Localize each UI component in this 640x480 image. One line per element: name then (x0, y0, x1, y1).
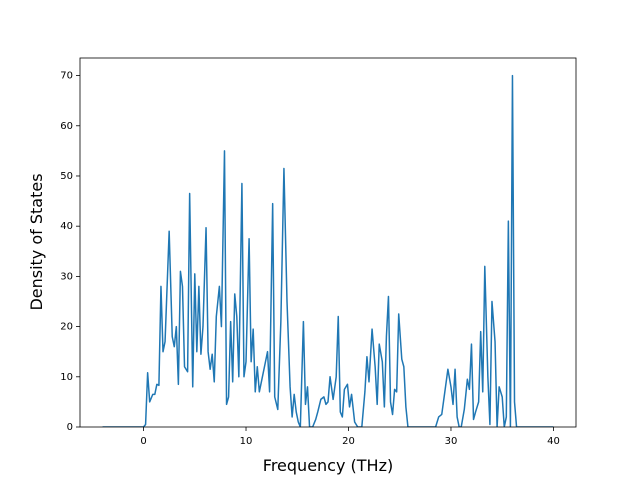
data-line (102, 74, 554, 427)
x-axis-label: Frequency (THz) (263, 456, 393, 475)
plot-frame (79, 57, 577, 428)
y-tick-label: 0 (67, 422, 73, 433)
y-axis-label: Density of States (27, 173, 46, 310)
y-tick-label: 60 (60, 121, 73, 132)
x-tick-label: 20 (342, 436, 355, 447)
y-tick-label: 50 (60, 171, 73, 182)
y-tick-label: 40 (60, 221, 73, 232)
x-tick-label: 10 (240, 436, 253, 447)
y-tick-label: 20 (60, 322, 73, 333)
x-tick-label: 0 (140, 436, 146, 447)
x-tick-label: 40 (547, 436, 560, 447)
y-tick-label: 10 (60, 372, 73, 383)
y-tick-label: 30 (60, 271, 73, 282)
x-tick-label: 30 (445, 436, 458, 447)
y-tick-label: 70 (60, 71, 73, 82)
